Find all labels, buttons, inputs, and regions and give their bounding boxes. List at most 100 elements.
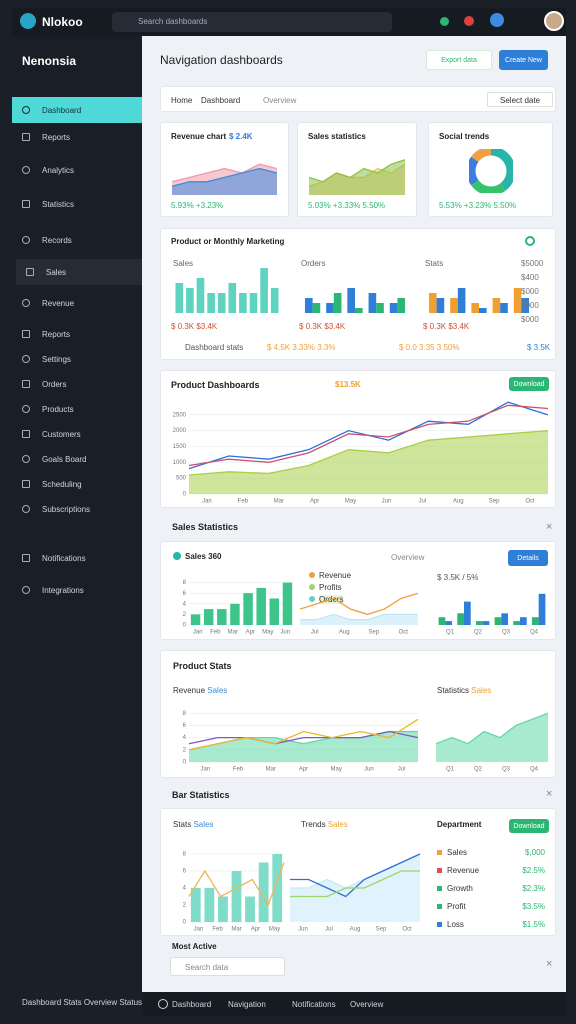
button[interactable]: Export data [426, 50, 492, 70]
nav-icon [22, 554, 30, 562]
stat-card: Revenue chart $ 2.4K 5.93% +3.23% [160, 122, 289, 217]
logo [20, 13, 36, 29]
legend: Statistics Sales [437, 686, 491, 695]
avatar[interactable] [490, 13, 504, 27]
button[interactable]: Details [508, 550, 548, 566]
footer-item[interactable]: Overview [350, 1000, 384, 1009]
close[interactable]: × [546, 958, 553, 970]
chart-note: $ 0.3K $3.4K [299, 322, 346, 331]
footer-item[interactable]: Dashboard [172, 1000, 212, 1009]
tab[interactable]: Overview [263, 96, 297, 105]
bar [282, 582, 293, 625]
line [300, 613, 418, 621]
bar [450, 298, 458, 313]
search-box[interactable]: Search data [170, 957, 285, 976]
legend-item: Revenue [173, 686, 206, 695]
nav-item[interactable]: Subscriptions [12, 496, 142, 522]
nav-label: Customers [42, 430, 81, 439]
trend-panel: Product Dashboards $13.5K Download 0 500 1… [160, 370, 556, 508]
profile[interactable] [544, 11, 564, 31]
panel-title: Product Dashboards [171, 380, 260, 390]
nav-item[interactable]: Reports [12, 124, 142, 150]
x-tick-label: Jan [194, 927, 204, 933]
bar [231, 871, 242, 922]
icon[interactable] [440, 17, 449, 26]
nav-item[interactable]: Products [12, 396, 142, 422]
nav-item[interactable]: Notifications [12, 545, 142, 571]
legend-item: Statistics [437, 686, 470, 695]
bar [175, 283, 184, 313]
scale-label: $400 [521, 273, 539, 282]
nav-icon [22, 405, 30, 413]
bar [204, 888, 215, 922]
nav-label: Scheduling [42, 480, 82, 489]
bar-chart: 0 2 4 6 8 Jan Feb Mar Apr May [183, 852, 285, 933]
nav-item[interactable]: Settings [12, 346, 142, 372]
nav-item[interactable]: Analytics [12, 157, 142, 183]
x-tick-label: Feb [233, 767, 244, 773]
nav-item[interactable]: Statistics [12, 191, 142, 217]
bar [479, 308, 487, 313]
nav-item[interactable]: Orders [12, 371, 142, 397]
legend: Revenue Sales [173, 686, 227, 695]
card-footer: 5.03% +3.33% 5.50% [308, 201, 386, 210]
x-tick-label: Mar [228, 630, 238, 636]
close[interactable]: × [546, 521, 553, 533]
scale-label: $000 [521, 301, 539, 310]
search-box[interactable]: Search dashboards [112, 12, 392, 32]
x-tick-label: Apr [310, 499, 319, 505]
nav-item[interactable]: Revenue [12, 290, 142, 316]
notification-icon[interactable] [464, 16, 474, 26]
line [188, 730, 419, 745]
nav-label: Statistics [42, 200, 75, 209]
bar [397, 298, 406, 313]
nav-item[interactable]: Integrations [12, 577, 142, 603]
footer-item[interactable]: Notifications [292, 1000, 336, 1009]
x-tick-label: Jun [364, 767, 374, 773]
tab[interactable]: Home [171, 96, 193, 105]
row-swatch [437, 904, 442, 909]
line [188, 404, 549, 467]
bar [207, 293, 215, 313]
y-tick-label: 0 [183, 760, 187, 766]
bar [190, 614, 201, 625]
button[interactable]: Create New [499, 50, 548, 70]
footer-item[interactable]: Navigation [228, 1000, 266, 1009]
nav-item[interactable]: Sales [16, 259, 146, 285]
bar [376, 303, 384, 313]
nav-item[interactable]: Records [12, 227, 142, 253]
bar [304, 298, 313, 313]
row-label: Sales [447, 848, 468, 857]
line [188, 862, 285, 907]
pie-slice [490, 149, 513, 191]
nav-item[interactable]: Scheduling [12, 471, 142, 497]
nav-item[interactable]: Goals Board [12, 446, 142, 472]
button[interactable]: Download [509, 377, 549, 391]
nav-item[interactable]: Reports [12, 321, 142, 347]
tab[interactable]: Dashboard [201, 96, 241, 105]
x-tick-label: Jul [311, 630, 319, 636]
sales-card: Sales 360 Overview Details $ 3.5K / 5% R… [160, 541, 556, 640]
nav-icon [22, 586, 30, 594]
nav-icon [22, 236, 30, 244]
bar [475, 621, 483, 625]
nav-icon [22, 480, 30, 488]
button[interactable]: Download [509, 819, 549, 833]
bar [471, 303, 479, 313]
y-tick-label: 0 [183, 492, 187, 498]
legend-item: Trends [301, 820, 326, 829]
footer-icon [158, 999, 168, 1009]
bar [438, 617, 446, 625]
y-tick-label: 500 [176, 476, 187, 482]
y-tick-label: 4 [183, 735, 187, 741]
line [290, 870, 420, 898]
close[interactable]: × [546, 788, 553, 800]
row-value: $,000 [524, 848, 545, 857]
x-tick-label: Apr [251, 927, 260, 933]
icon[interactable] [525, 236, 535, 246]
nav-icon [22, 380, 30, 388]
area [436, 713, 548, 762]
nav-item[interactable]: Customers [12, 421, 142, 447]
nav-item[interactable]: Dashboard [12, 97, 142, 123]
date-select[interactable]: Select date [487, 92, 553, 107]
